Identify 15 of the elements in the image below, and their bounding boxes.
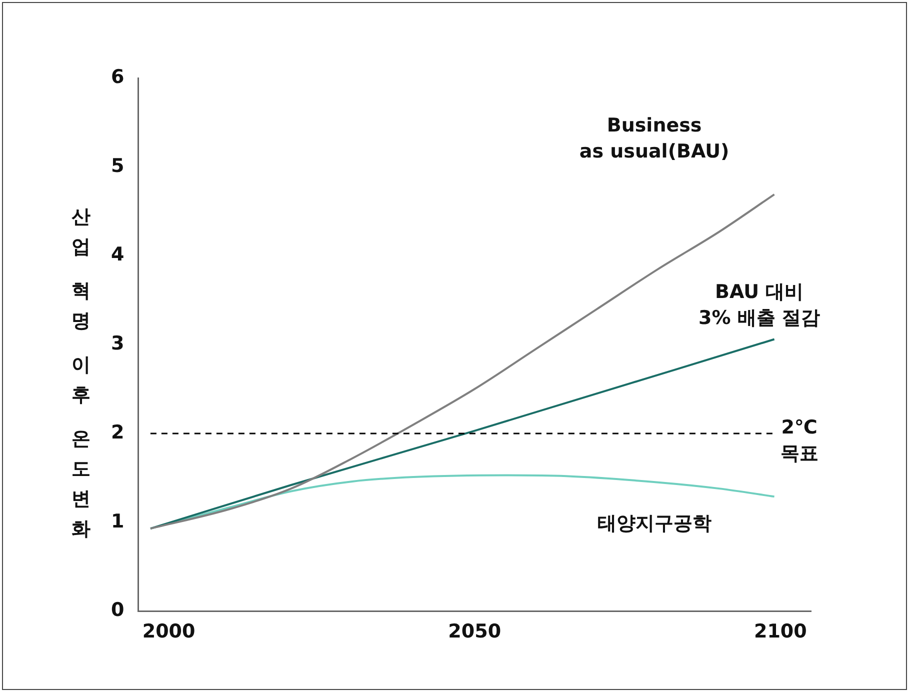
x-tick-label: 2000 xyxy=(142,620,196,643)
text: Business as usual(BAU) xyxy=(579,114,730,162)
text: 산업 혁명 이후 온도변화 xyxy=(72,206,90,540)
series-label: 태양지구공학 xyxy=(597,512,712,534)
x-tick-label: 2100 xyxy=(754,620,807,643)
x-tick-label: 2050 xyxy=(448,620,502,643)
series-label: BAU 대비 3% 배출 절감 xyxy=(698,281,820,330)
ref-line-label: 2℃ 목표 xyxy=(780,416,818,464)
y-tick-label: 6 xyxy=(110,66,124,88)
y-tick-label: 0 xyxy=(110,599,124,622)
y-tick-label: 2 xyxy=(110,421,124,444)
y-tick-label: 4 xyxy=(110,244,124,266)
y-tick-label: 1 xyxy=(110,510,124,532)
y-tick-label: 3 xyxy=(110,332,124,355)
y-tick-label: 5 xyxy=(110,154,124,177)
